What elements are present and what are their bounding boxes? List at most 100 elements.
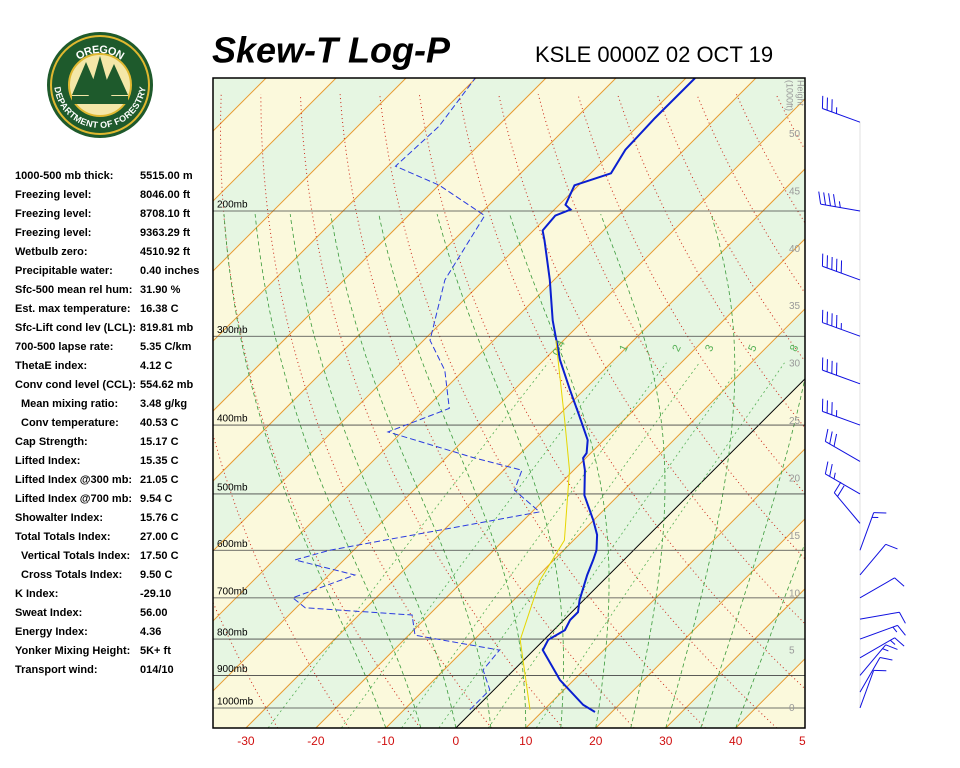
- moist-adiabat: [289, 214, 457, 728]
- isotherm: [213, 78, 337, 202]
- wind-staff: [859, 577, 895, 599]
- index-label: Est. max temperature:: [15, 303, 131, 315]
- isotherm: [213, 98, 805, 692]
- x-tick-label: 40: [729, 734, 743, 748]
- wind-staff: [822, 410, 861, 426]
- pressure-label: 700mb: [217, 586, 248, 597]
- index-value: 9363.29 ft: [140, 227, 190, 239]
- pressure-label: 200mb: [217, 200, 248, 211]
- wind-staff: [859, 637, 895, 659]
- dry-adiabat: [855, 94, 960, 728]
- index-value: 15.35 C: [140, 455, 179, 467]
- moist-adiabat: [378, 214, 527, 728]
- wind-barb: [824, 461, 861, 495]
- isotherm: [213, 78, 687, 552]
- wind-staff: [859, 670, 875, 709]
- wind-staff: [825, 440, 861, 462]
- index-label: Total Totals Index:: [15, 531, 111, 543]
- wind-half-feather: [833, 472, 836, 480]
- mixing-ratio-line: [438, 362, 700, 728]
- index-value: 819.81 mb: [140, 322, 193, 334]
- wind-staff: [859, 611, 900, 620]
- mixing-ratio-label: 5: [746, 343, 759, 354]
- wind-feather: [823, 192, 827, 206]
- wind-feather: [885, 644, 898, 650]
- dry-adiabat: [895, 94, 960, 728]
- height-tick-label: 25: [789, 416, 801, 427]
- isotherm: [525, 448, 805, 728]
- pressure-label: 600mb: [217, 539, 248, 550]
- wind-barb: [821, 95, 861, 123]
- wind-half-feather: [838, 201, 841, 208]
- pressure-label: 800mb: [217, 628, 248, 639]
- isotherm: [665, 588, 805, 728]
- height-tick-label: 30: [789, 359, 801, 370]
- height-unit: (1000ft): [785, 80, 795, 111]
- x-tick-label: 20: [589, 734, 603, 748]
- mixing-ratio-label: 3: [703, 343, 716, 354]
- index-label: Cap Strength:: [15, 436, 88, 448]
- wind-feather: [898, 611, 906, 624]
- wind-feather: [829, 431, 833, 445]
- x-tick-label: -20: [307, 734, 325, 748]
- logo: OREGON DEPARTMENT OF FORESTRY: [47, 32, 153, 138]
- wind-barb: [821, 357, 861, 385]
- wind-staff: [859, 543, 887, 576]
- height-tick-label: 50: [789, 129, 801, 140]
- isotherm: [245, 168, 805, 728]
- index-label: 1000-500 mb thick:: [15, 170, 113, 182]
- height-tick-label: 15: [789, 531, 801, 542]
- wind-barb: [859, 611, 906, 624]
- wind-staff: [859, 657, 881, 693]
- index-value: 27.00 C: [140, 531, 179, 543]
- wind-barb: [821, 309, 861, 337]
- wind-barb: [859, 577, 905, 599]
- index-value: 56.00: [140, 607, 168, 619]
- index-label: Wetbulb zero:: [15, 246, 88, 258]
- wind-half-feather: [882, 648, 889, 652]
- index-label: ThetaE index:: [15, 360, 87, 372]
- moist-adiabat: [330, 214, 492, 728]
- moist-adiabat: [700, 376, 805, 728]
- isotherm: [213, 78, 407, 272]
- pressure-label: 300mb: [217, 325, 248, 336]
- wind-staff: [825, 473, 861, 495]
- x-tick-label: 10: [519, 734, 533, 748]
- wind-barb: [833, 481, 861, 524]
- moist-adiabat: [509, 213, 610, 728]
- temperature-profile: [541, 78, 696, 713]
- logo-top: OREGON: [74, 44, 126, 63]
- chart-subtitle: KSLE 0000Z 02 OCT 19: [535, 42, 773, 67]
- index-label: Vertical Totals Index:: [21, 550, 130, 562]
- wind-feather: [833, 433, 838, 447]
- plot-frame: [212, 77, 806, 729]
- logo-trees: [72, 56, 128, 98]
- isotherm: [213, 78, 757, 622]
- zero-isotherm: [455, 378, 805, 728]
- wind-feather: [885, 543, 898, 550]
- x-tick-label: 0: [452, 734, 459, 748]
- dewpoint-profile: [291, 78, 541, 711]
- wind-barb: [859, 512, 887, 551]
- height-tick-label: 20: [789, 473, 801, 484]
- moist-adiabat: [735, 542, 805, 728]
- moist-adiabat: [600, 213, 666, 728]
- mixing-ratio-line: [535, 362, 785, 728]
- index-label: Conv cond level (CCL):: [15, 379, 136, 391]
- isotherm: [385, 308, 805, 728]
- wind-barb: [821, 398, 861, 426]
- mixing-ratio-label: 2: [670, 343, 683, 354]
- wind-barb: [824, 428, 861, 462]
- wind-barb: [859, 637, 905, 659]
- x-ticks: -30 -20 -10 0 10 20 30 40 50: [237, 734, 806, 748]
- index-label: Freezing level:: [15, 189, 91, 201]
- wind-feather: [894, 577, 905, 587]
- plot-area: 0.4 1 2 3 5 8: [213, 78, 960, 728]
- index-label: Lifted Index:: [15, 455, 80, 467]
- height-tick-label: 10: [789, 588, 801, 599]
- index-label: Sfc-Lift cond lev (LCL):: [15, 322, 136, 334]
- chart-title: Skew-T Log-P: [212, 30, 451, 71]
- index-label: Transport wind:: [15, 664, 98, 676]
- logo-gold: [50, 35, 150, 135]
